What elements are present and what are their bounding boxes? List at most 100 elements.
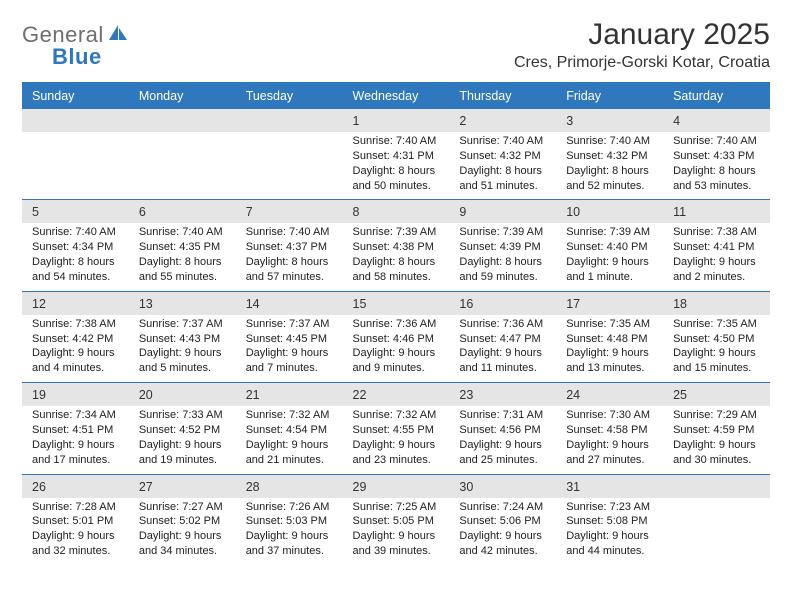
daynum-cell: 7 bbox=[236, 200, 343, 224]
sunset-text: Sunset: 4:46 PM bbox=[353, 332, 444, 347]
sunset-text: Sunset: 4:52 PM bbox=[139, 423, 230, 438]
daylight-text: and 52 minutes. bbox=[566, 179, 657, 194]
weekday-header: Sunday bbox=[22, 83, 129, 109]
daynum-cell: 10 bbox=[556, 200, 663, 224]
details-row: Sunrise: 7:28 AMSunset: 5:01 PMDaylight:… bbox=[22, 498, 770, 565]
day-number: 21 bbox=[246, 388, 260, 402]
day-number: 23 bbox=[459, 388, 473, 402]
location-text: Cres, Primorje-Gorski Kotar, Croatia bbox=[514, 54, 770, 72]
details-cell: Sunrise: 7:33 AMSunset: 4:52 PMDaylight:… bbox=[129, 406, 236, 474]
sunrise-text: Sunrise: 7:28 AM bbox=[32, 500, 123, 515]
daynum-row: 19202122232425 bbox=[22, 383, 770, 407]
daylight-text: Daylight: 8 hours bbox=[246, 255, 337, 270]
daylight-text: and 9 minutes. bbox=[353, 361, 444, 376]
daynum-row: 567891011 bbox=[22, 200, 770, 224]
details-row: Sunrise: 7:34 AMSunset: 4:51 PMDaylight:… bbox=[22, 406, 770, 474]
daylight-text: Daylight: 9 hours bbox=[32, 529, 123, 544]
daynum-cell bbox=[22, 109, 129, 133]
day-number: 1 bbox=[353, 114, 360, 128]
sunset-text: Sunset: 4:38 PM bbox=[353, 240, 444, 255]
daynum-cell: 3 bbox=[556, 109, 663, 133]
daynum-cell: 24 bbox=[556, 383, 663, 407]
daylight-text: Daylight: 9 hours bbox=[32, 438, 123, 453]
sunrise-text: Sunrise: 7:23 AM bbox=[566, 500, 657, 515]
daylight-text: Daylight: 9 hours bbox=[139, 529, 230, 544]
details-cell: Sunrise: 7:36 AMSunset: 4:47 PMDaylight:… bbox=[449, 315, 556, 383]
sunset-text: Sunset: 4:32 PM bbox=[566, 149, 657, 164]
sunrise-text: Sunrise: 7:31 AM bbox=[459, 408, 550, 423]
sunset-text: Sunset: 4:54 PM bbox=[246, 423, 337, 438]
daylight-text: and 1 minute. bbox=[566, 270, 657, 285]
daylight-text: and 11 minutes. bbox=[459, 361, 550, 376]
day-number: 7 bbox=[246, 205, 253, 219]
daynum-cell: 22 bbox=[343, 383, 450, 407]
daylight-text: and 53 minutes. bbox=[673, 179, 764, 194]
details-cell: Sunrise: 7:39 AMSunset: 4:38 PMDaylight:… bbox=[343, 223, 450, 291]
day-number: 3 bbox=[566, 114, 573, 128]
day-number: 11 bbox=[673, 205, 686, 219]
daylight-text: Daylight: 9 hours bbox=[246, 438, 337, 453]
sunset-text: Sunset: 5:03 PM bbox=[246, 514, 337, 529]
daylight-text: and 19 minutes. bbox=[139, 453, 230, 468]
sunset-text: Sunset: 4:35 PM bbox=[139, 240, 230, 255]
day-number: 25 bbox=[673, 388, 687, 402]
month-title: January 2025 bbox=[514, 18, 770, 52]
details-cell: Sunrise: 7:39 AMSunset: 4:39 PMDaylight:… bbox=[449, 223, 556, 291]
details-cell: Sunrise: 7:32 AMSunset: 4:55 PMDaylight:… bbox=[343, 406, 450, 474]
daylight-text: Daylight: 8 hours bbox=[353, 255, 444, 270]
daynum-cell: 28 bbox=[236, 474, 343, 498]
sunrise-text: Sunrise: 7:34 AM bbox=[32, 408, 123, 423]
day-number: 12 bbox=[32, 297, 46, 311]
page: General Blue January 2025 Cres, Primorje… bbox=[0, 0, 792, 612]
details-cell: Sunrise: 7:37 AMSunset: 4:45 PMDaylight:… bbox=[236, 315, 343, 383]
sunset-text: Sunset: 4:37 PM bbox=[246, 240, 337, 255]
sunrise-text: Sunrise: 7:35 AM bbox=[673, 317, 764, 332]
daylight-text: and 23 minutes. bbox=[353, 453, 444, 468]
daylight-text: Daylight: 8 hours bbox=[353, 164, 444, 179]
brand-logo: General Blue bbox=[22, 18, 129, 70]
sunset-text: Sunset: 4:47 PM bbox=[459, 332, 550, 347]
day-number: 26 bbox=[32, 480, 46, 494]
details-cell: Sunrise: 7:25 AMSunset: 5:05 PMDaylight:… bbox=[343, 498, 450, 565]
daylight-text: and 15 minutes. bbox=[673, 361, 764, 376]
daylight-text: Daylight: 9 hours bbox=[566, 529, 657, 544]
sunset-text: Sunset: 4:31 PM bbox=[353, 149, 444, 164]
daynum-cell: 17 bbox=[556, 291, 663, 315]
weekday-header: Wednesday bbox=[343, 83, 450, 109]
sunset-text: Sunset: 4:41 PM bbox=[673, 240, 764, 255]
daylight-text: Daylight: 9 hours bbox=[673, 438, 764, 453]
details-cell: Sunrise: 7:40 AMSunset: 4:31 PMDaylight:… bbox=[343, 132, 450, 200]
daylight-text: and 57 minutes. bbox=[246, 270, 337, 285]
sunset-text: Sunset: 4:39 PM bbox=[459, 240, 550, 255]
sunset-text: Sunset: 4:34 PM bbox=[32, 240, 123, 255]
daynum-cell bbox=[236, 109, 343, 133]
sunrise-text: Sunrise: 7:38 AM bbox=[32, 317, 123, 332]
daynum-row: 1234 bbox=[22, 109, 770, 133]
daylight-text: Daylight: 8 hours bbox=[32, 255, 123, 270]
details-cell: Sunrise: 7:24 AMSunset: 5:06 PMDaylight:… bbox=[449, 498, 556, 565]
daynum-row: 12131415161718 bbox=[22, 291, 770, 315]
sunrise-text: Sunrise: 7:38 AM bbox=[673, 225, 764, 240]
daylight-text: Daylight: 9 hours bbox=[353, 438, 444, 453]
daynum-cell: 5 bbox=[22, 200, 129, 224]
sunset-text: Sunset: 4:43 PM bbox=[139, 332, 230, 347]
sunset-text: Sunset: 4:48 PM bbox=[566, 332, 657, 347]
daynum-cell: 23 bbox=[449, 383, 556, 407]
daylight-text: Daylight: 9 hours bbox=[459, 438, 550, 453]
details-cell: Sunrise: 7:40 AMSunset: 4:37 PMDaylight:… bbox=[236, 223, 343, 291]
day-number: 30 bbox=[459, 480, 473, 494]
details-cell: Sunrise: 7:35 AMSunset: 4:50 PMDaylight:… bbox=[663, 315, 770, 383]
daylight-text: and 4 minutes. bbox=[32, 361, 123, 376]
day-number: 10 bbox=[566, 205, 580, 219]
title-block: January 2025 Cres, Primorje-Gorski Kotar… bbox=[514, 18, 770, 72]
daylight-text: Daylight: 9 hours bbox=[459, 529, 550, 544]
day-number: 27 bbox=[139, 480, 153, 494]
day-number: 18 bbox=[673, 297, 687, 311]
daylight-text: Daylight: 9 hours bbox=[139, 346, 230, 361]
sunset-text: Sunset: 4:59 PM bbox=[673, 423, 764, 438]
day-number: 17 bbox=[566, 297, 580, 311]
sunset-text: Sunset: 4:51 PM bbox=[32, 423, 123, 438]
sunrise-text: Sunrise: 7:40 AM bbox=[673, 134, 764, 149]
daylight-text: Daylight: 9 hours bbox=[459, 346, 550, 361]
sunrise-text: Sunrise: 7:40 AM bbox=[566, 134, 657, 149]
